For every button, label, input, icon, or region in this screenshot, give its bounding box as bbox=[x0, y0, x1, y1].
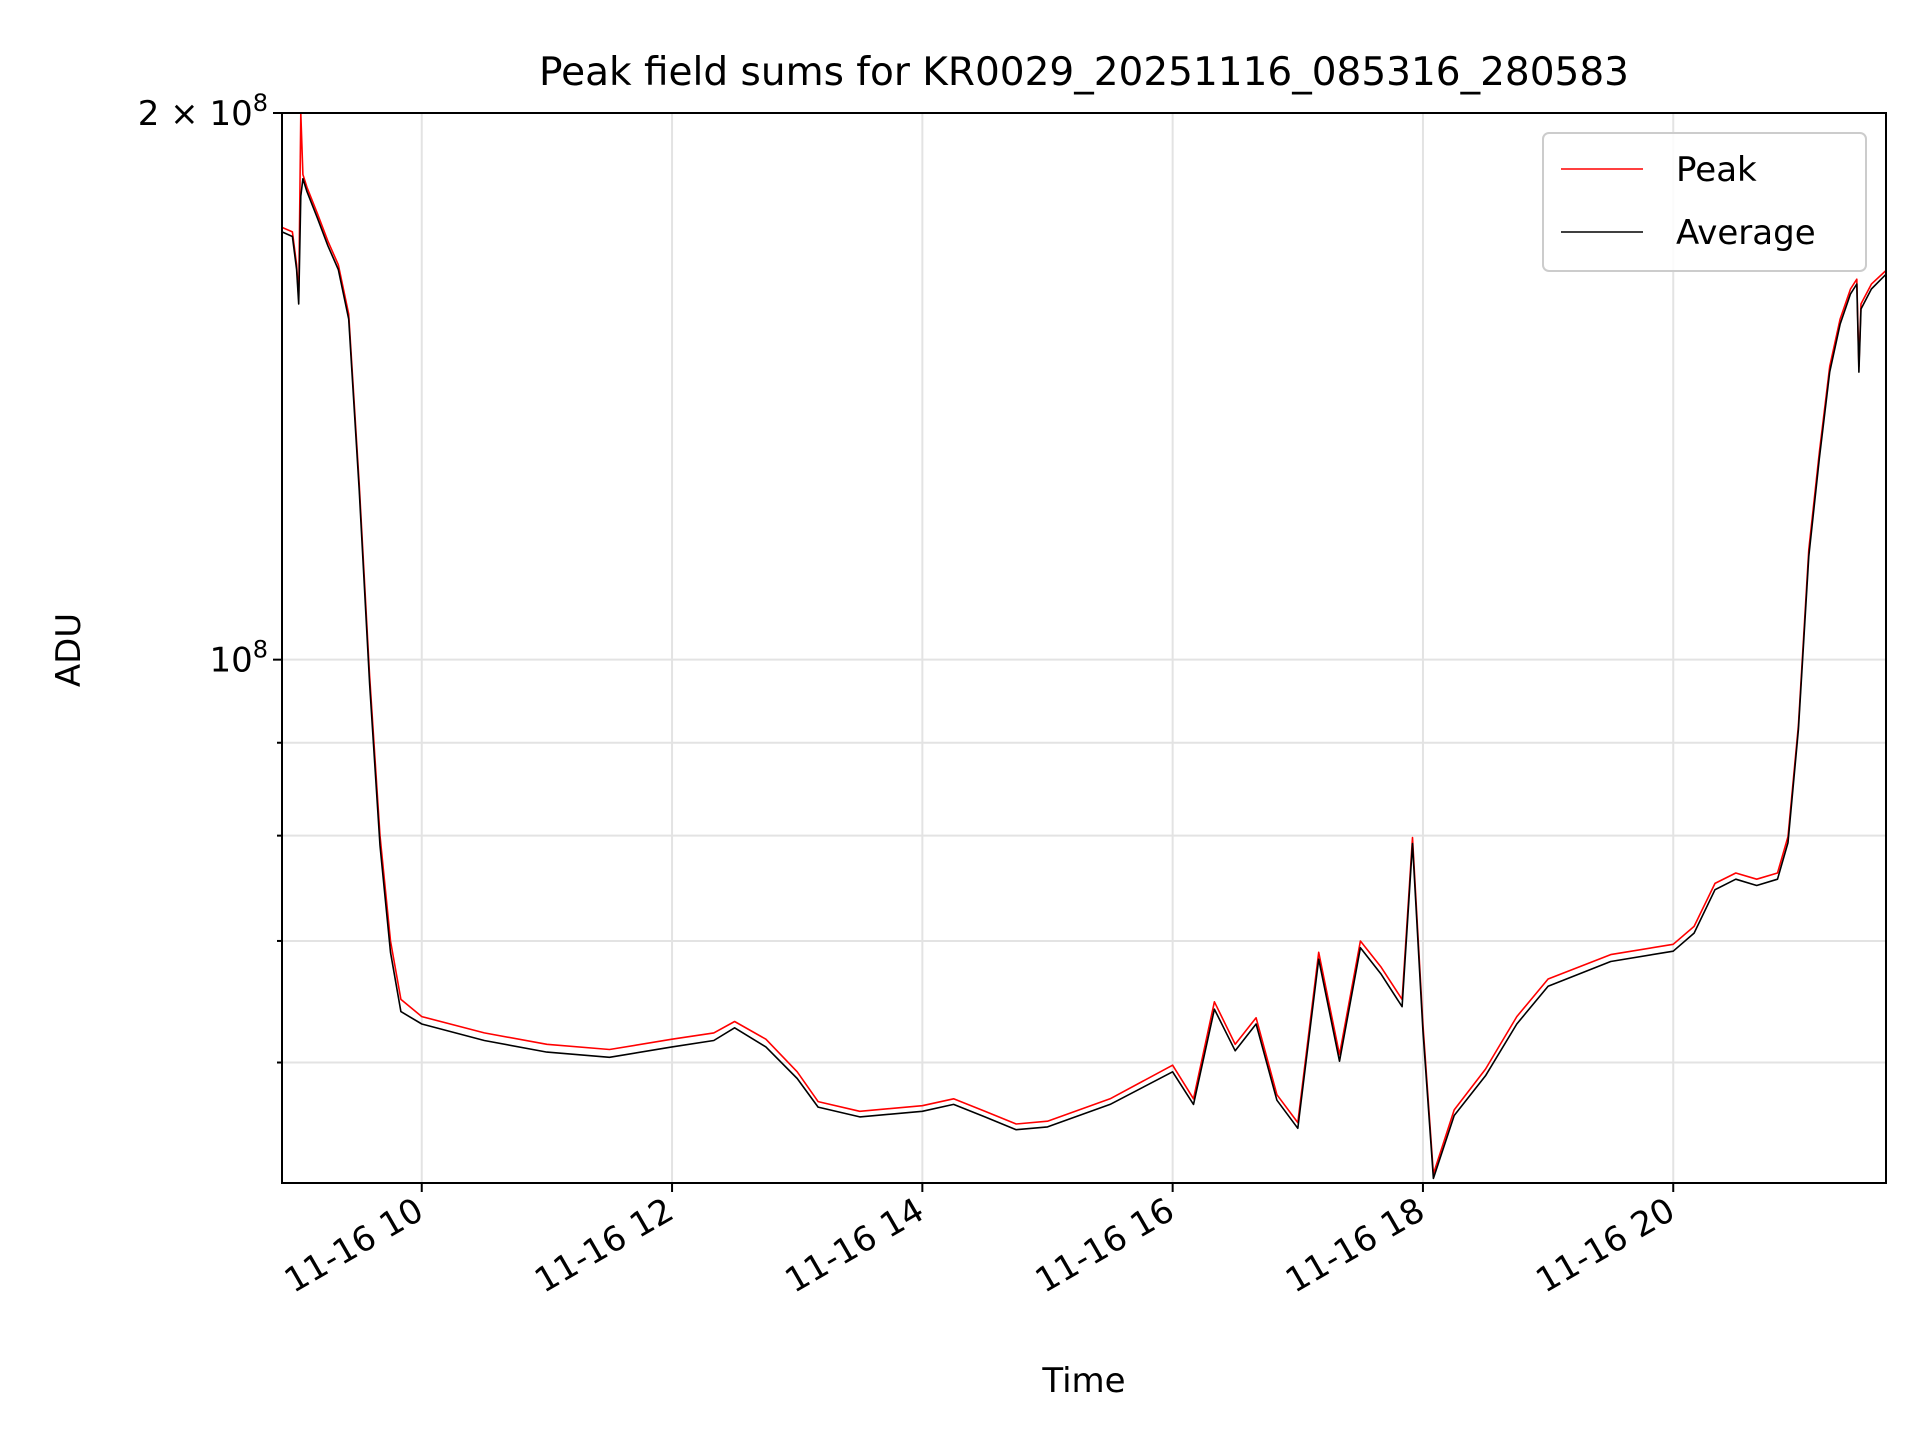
grid-lines bbox=[282, 113, 1886, 1183]
y-tick-label-exponent: 8 bbox=[253, 636, 268, 664]
legend-label-peak: Peak bbox=[1676, 150, 1757, 190]
x-tick-label: 11-16 16 bbox=[1029, 1190, 1181, 1301]
y-tick-label: 108 bbox=[209, 636, 268, 681]
legend-box bbox=[1542, 132, 1867, 272]
series-lines bbox=[282, 113, 1886, 1180]
series-line-peak bbox=[282, 113, 1886, 1175]
x-axis-label: Time bbox=[1041, 1361, 1125, 1401]
x-tick-label: 11-16 10 bbox=[278, 1190, 430, 1301]
y-tick-label-exponent: 8 bbox=[253, 89, 268, 117]
plot-area-frame bbox=[281, 112, 1887, 1184]
legend-label-average: Average bbox=[1676, 213, 1816, 253]
legend: Peak Average bbox=[1542, 132, 1867, 272]
y-axis-label: ADU bbox=[49, 613, 89, 687]
y-tick-label: 2 × 108 bbox=[138, 89, 268, 134]
chart-title: Peak field sums for KR0029_20251116_0853… bbox=[539, 50, 1629, 95]
series-line-average bbox=[282, 178, 1886, 1180]
x-tick-label: 11-16 12 bbox=[528, 1190, 680, 1301]
y-tick-label-base: 2 × 10 bbox=[138, 94, 253, 134]
x-tick-label: 11-16 20 bbox=[1529, 1190, 1681, 1301]
y-tick-label-base: 10 bbox=[209, 641, 252, 681]
axis-ticks: 11-16 10 11-16 12 11-16 14 11-16 16 11-16 18… bbox=[138, 89, 1682, 1301]
x-tick-label: 11-16 18 bbox=[1279, 1190, 1431, 1301]
x-tick-label: 11-16 14 bbox=[778, 1190, 930, 1301]
